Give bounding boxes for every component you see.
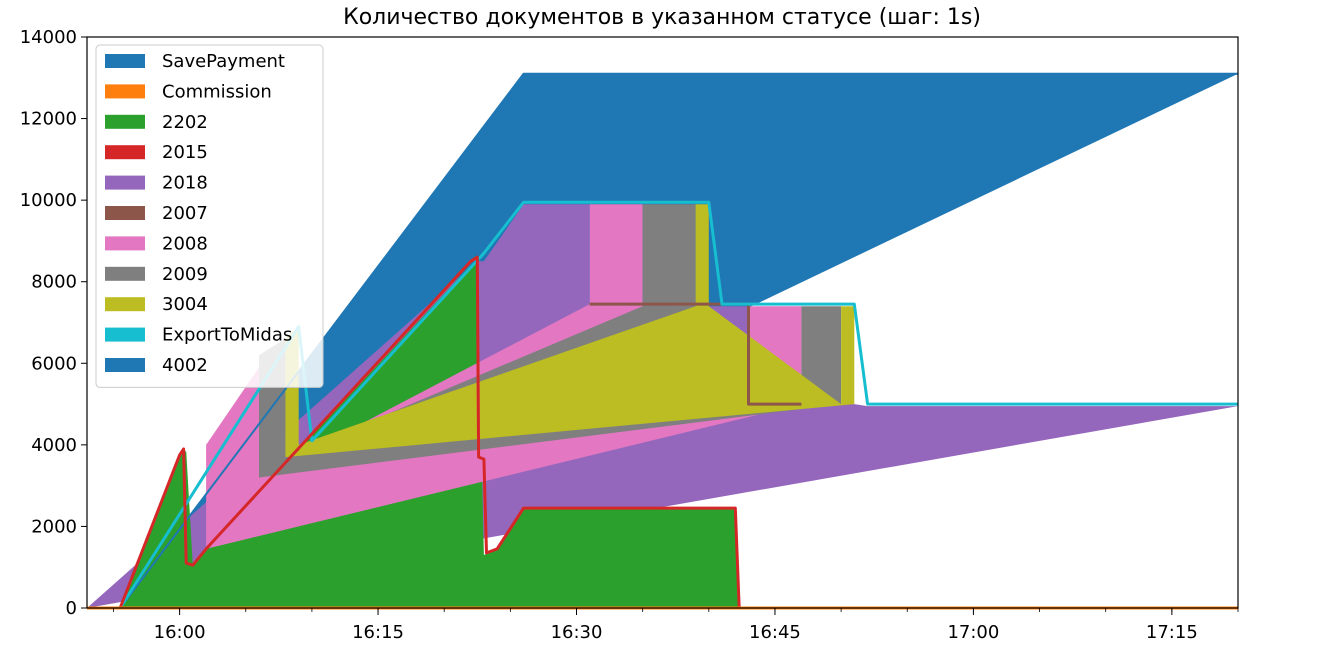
legend-label: 2007 (162, 203, 208, 224)
legend-label: 2018 (162, 173, 208, 194)
legend-label: 4002 (162, 355, 208, 376)
x-tick-label: 16:15 (352, 622, 404, 643)
x-tick-label: 16:45 (749, 622, 801, 643)
y-tick-label: 10000 (20, 190, 77, 211)
series-line-2007 (589, 302, 802, 406)
legend-label: ExportToMidas (162, 325, 292, 346)
legend-swatch (105, 175, 145, 190)
legend-swatch (105, 54, 145, 68)
legend-swatch (105, 84, 145, 99)
legend-swatch (105, 114, 145, 129)
legend-label: 2008 (162, 233, 208, 254)
legend-label: 2202 (162, 112, 208, 133)
y-tick-label: 6000 (31, 353, 77, 374)
legend: SavePayment Commission 2202 2015 2018 2007 200… (95, 44, 324, 388)
legend-swatch (105, 206, 145, 220)
legend-swatch (105, 145, 145, 160)
legend-swatch (105, 327, 145, 342)
series-line-2015 (87, 255, 1238, 610)
plot-frame (86, 36, 1239, 609)
y-axis: 0 2000 4000 6000 8000 10000 12000 14000 (20, 27, 87, 619)
legend-swatch (105, 266, 145, 281)
legend-label: 2015 (162, 142, 208, 163)
legend-swatch (105, 297, 145, 312)
legend-label: 3004 (162, 294, 208, 315)
series-area-2202 (87, 261, 1238, 608)
x-tick-label: 17:00 (947, 622, 999, 643)
plot-areas (87, 73, 1239, 608)
legend-label: 2009 (162, 264, 208, 285)
chart-title: Количество документов в указанном статус… (343, 5, 981, 30)
y-tick-label: 12000 (20, 109, 77, 130)
legend-label: Commission (162, 81, 272, 102)
y-tick-label: 2000 (31, 516, 77, 537)
legend-swatch (105, 236, 145, 251)
y-tick-label: 14000 (20, 27, 77, 48)
y-tick-label: 0 (66, 598, 77, 619)
legend-label: SavePayment (162, 51, 285, 72)
series-area-3004 (285, 204, 855, 458)
x-axis: 16:00 16:15 16:30 16:45 17:00 17:15 (113, 608, 1239, 643)
legend-frame (95, 44, 324, 388)
legend-swatch (105, 358, 145, 372)
y-tick-label: 4000 (31, 435, 77, 456)
x-tick-label: 16:00 (154, 622, 206, 643)
x-tick-label: 16:30 (551, 622, 603, 643)
x-tick-label: 17:15 (1146, 622, 1198, 643)
y-tick-label: 8000 (31, 272, 77, 293)
